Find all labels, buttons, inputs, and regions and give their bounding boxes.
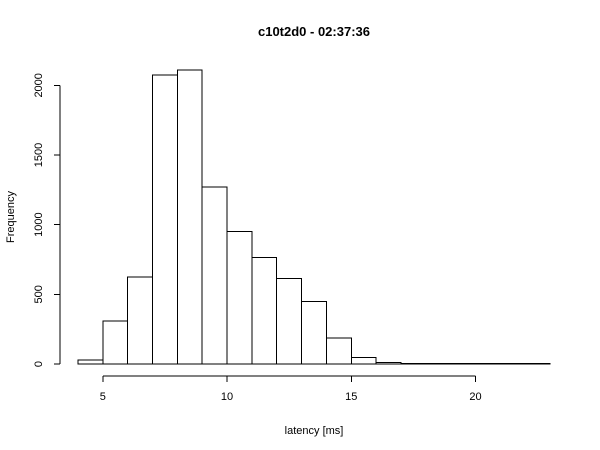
- histogram-bar: [276, 277, 303, 365]
- histogram-bar: [102, 320, 129, 365]
- y-tick-label: 1000: [33, 212, 45, 236]
- x-axis-label: latency [ms]: [285, 425, 344, 437]
- x-tick-label: 20: [469, 391, 481, 403]
- histogram-bar: [176, 69, 203, 365]
- chart-title: c10t2d0 - 02:37:36: [258, 24, 370, 39]
- histogram-bar: [251, 256, 278, 365]
- y-tick-label: 1500: [33, 143, 45, 167]
- histogram-bar: [474, 363, 501, 365]
- histogram-bar: [375, 361, 402, 365]
- y-axis: 0 500 1000 1500 2000: [33, 73, 61, 367]
- x-tick-label: 15: [345, 391, 357, 403]
- histogram-bar: [301, 300, 327, 365]
- histogram-bar: [201, 186, 228, 365]
- histogram-bar: [77, 359, 104, 365]
- histogram-bar: [499, 363, 526, 365]
- histogram-bar: [325, 337, 352, 365]
- bars-group: [77, 69, 551, 365]
- histogram-bar: [425, 363, 452, 365]
- histogram-bar: [152, 74, 178, 365]
- x-tick-label: 5: [100, 391, 106, 403]
- histogram-bar: [127, 276, 154, 365]
- histogram-bar: [524, 363, 551, 365]
- x-tick-label: 10: [221, 391, 233, 403]
- x-axis: 5 10 15 20: [100, 375, 482, 403]
- histogram-bar: [226, 231, 253, 365]
- histogram-bar: [400, 362, 427, 365]
- y-tick-label: 500: [33, 285, 45, 303]
- histogram-bar: [450, 363, 476, 365]
- y-tick-label: 0: [33, 361, 45, 367]
- y-tick-label: 2000: [33, 73, 45, 97]
- histogram-bar: [350, 357, 377, 365]
- y-axis-label: Frequency: [5, 191, 17, 243]
